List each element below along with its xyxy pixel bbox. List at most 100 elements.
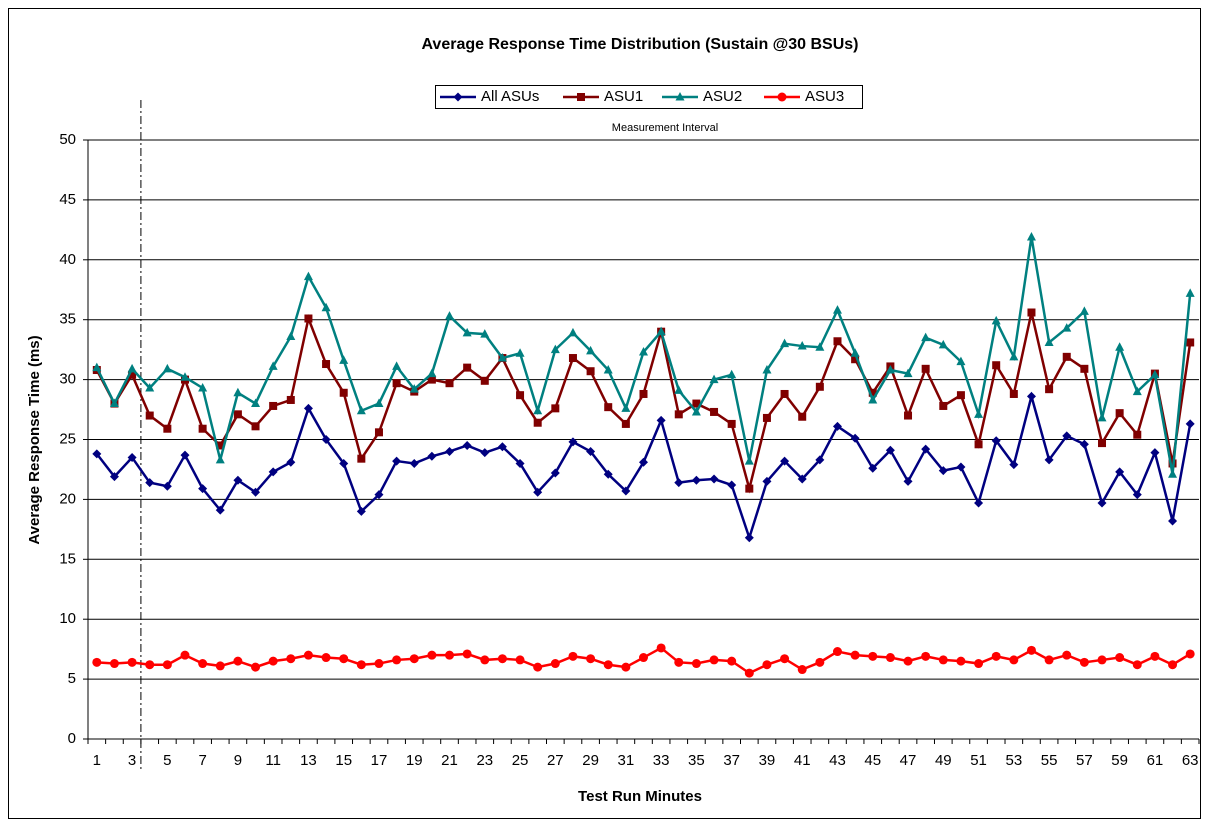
data-point (233, 387, 243, 397)
data-point (674, 385, 684, 394)
data-point (127, 657, 137, 667)
data-point (321, 435, 331, 444)
data-point (515, 655, 525, 665)
data-point (850, 650, 860, 660)
data-point (409, 458, 419, 468)
data-point (339, 458, 349, 468)
data-point (286, 395, 295, 404)
data-point (904, 411, 913, 420)
data-point (621, 403, 631, 412)
data-point (832, 305, 842, 314)
data-point (1185, 288, 1195, 297)
data-point (586, 345, 596, 355)
x-tick-label: 35 (688, 752, 705, 769)
data-point (286, 457, 296, 467)
data-point (656, 415, 666, 425)
data-point (1132, 386, 1142, 396)
data-point (251, 662, 261, 672)
data-point (1097, 498, 1107, 508)
data-point (427, 375, 436, 384)
legend-marker (453, 92, 463, 102)
data-point (974, 440, 983, 449)
data-point (1079, 657, 1089, 667)
data-point (533, 487, 543, 497)
x-tick-label: 53 (1005, 752, 1022, 769)
data-point (198, 382, 208, 392)
data-point (868, 388, 877, 397)
data-point (145, 411, 154, 420)
x-tick-label: 47 (900, 752, 917, 769)
data-point (780, 338, 790, 348)
data-point (621, 662, 631, 672)
data-point (939, 401, 948, 410)
legend-box (435, 85, 863, 109)
data-point (674, 410, 683, 419)
data-point (991, 651, 1001, 661)
data-point (198, 484, 208, 494)
data-point (568, 354, 577, 363)
data-point (885, 365, 895, 374)
data-point (268, 467, 278, 477)
data-point (956, 356, 966, 366)
data-point (885, 445, 895, 455)
data-point (586, 367, 595, 376)
data-point (903, 368, 913, 378)
data-point (480, 376, 489, 385)
data-point (603, 469, 613, 479)
data-point (727, 480, 737, 490)
data-point (1062, 352, 1071, 361)
data-point (550, 344, 560, 354)
x-tick-label: 7 (198, 752, 206, 769)
data-point (586, 446, 596, 456)
data-point (445, 311, 455, 320)
data-point (304, 314, 313, 323)
data-point (868, 463, 878, 473)
data-point (992, 361, 1001, 370)
data-point (885, 653, 895, 663)
data-point (780, 389, 789, 398)
x-tick-label: 13 (300, 752, 317, 769)
data-point (1098, 439, 1107, 448)
data-point (303, 271, 313, 281)
legend-label: ASU2 (703, 88, 742, 105)
data-point (374, 490, 384, 500)
data-point (1168, 469, 1178, 478)
data-point (251, 398, 261, 408)
data-point (198, 424, 207, 433)
data-point (233, 410, 242, 419)
data-point (109, 472, 119, 482)
chart-title: Average Response Time Distribution (Sust… (421, 36, 858, 53)
x-tick-label: 49 (935, 752, 952, 769)
data-point (1079, 306, 1089, 315)
data-point (815, 382, 824, 391)
data-point (568, 327, 578, 337)
x-tick-label: 5 (163, 752, 171, 769)
x-tick-label: 51 (970, 752, 987, 769)
legend-marker (577, 93, 585, 101)
data-point (956, 656, 966, 666)
data-point (709, 474, 719, 484)
data-point (321, 302, 331, 312)
data-point (322, 360, 331, 369)
data-point (815, 342, 825, 351)
data-point (215, 454, 225, 464)
data-point (797, 665, 807, 675)
data-point (691, 659, 701, 669)
data-point (533, 662, 543, 672)
data-point (1097, 655, 1107, 665)
y-tick-label: 45 (59, 191, 76, 208)
x-tick-label: 39 (759, 752, 776, 769)
x-axis-title: Test Run Minutes (578, 788, 702, 805)
data-point (533, 405, 543, 415)
data-point (251, 487, 261, 497)
data-point (1009, 351, 1019, 361)
legend-label: ASU1 (604, 88, 643, 105)
data-point (180, 450, 190, 460)
data-point (445, 379, 454, 388)
data-point (709, 655, 719, 665)
data-point (392, 361, 402, 370)
data-point (1168, 660, 1178, 670)
y-tick-label: 10 (59, 610, 76, 627)
data-point (833, 337, 842, 346)
data-point (727, 419, 736, 428)
